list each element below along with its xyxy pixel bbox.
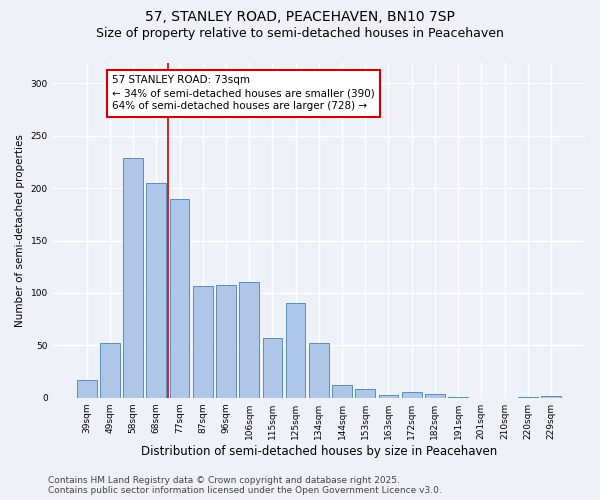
Bar xyxy=(239,282,259,398)
Bar xyxy=(309,343,329,398)
Bar xyxy=(146,183,166,398)
Bar xyxy=(286,304,305,398)
Bar xyxy=(379,394,398,398)
Text: Size of property relative to semi-detached houses in Peacehaven: Size of property relative to semi-detach… xyxy=(96,28,504,40)
Bar xyxy=(77,380,97,398)
Bar xyxy=(170,198,190,398)
Bar xyxy=(448,396,468,398)
Bar xyxy=(518,396,538,398)
Bar xyxy=(123,158,143,398)
Bar xyxy=(263,338,282,398)
Bar xyxy=(425,394,445,398)
Bar xyxy=(541,396,561,398)
Bar xyxy=(216,284,236,398)
Bar xyxy=(100,343,120,398)
Bar xyxy=(402,392,422,398)
Text: 57, STANLEY ROAD, PEACEHAVEN, BN10 7SP: 57, STANLEY ROAD, PEACEHAVEN, BN10 7SP xyxy=(145,10,455,24)
Y-axis label: Number of semi-detached properties: Number of semi-detached properties xyxy=(15,134,25,326)
X-axis label: Distribution of semi-detached houses by size in Peacehaven: Distribution of semi-detached houses by … xyxy=(141,444,497,458)
Text: Contains HM Land Registry data © Crown copyright and database right 2025.
Contai: Contains HM Land Registry data © Crown c… xyxy=(48,476,442,495)
Bar xyxy=(193,286,212,398)
Text: 57 STANLEY ROAD: 73sqm
← 34% of semi-detached houses are smaller (390)
64% of se: 57 STANLEY ROAD: 73sqm ← 34% of semi-det… xyxy=(112,75,375,112)
Bar xyxy=(332,385,352,398)
Bar xyxy=(355,390,375,398)
